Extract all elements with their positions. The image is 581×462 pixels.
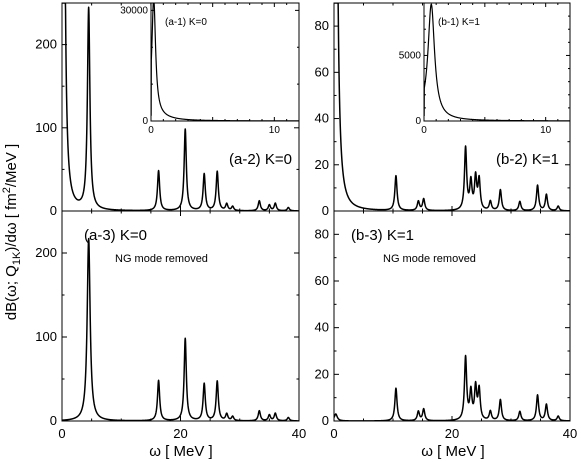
y-tick-label-b-2: 0 [322, 203, 329, 218]
x-tick-label-b-1: 10 [540, 125, 552, 136]
x-tick-label-a-3: 40 [292, 426, 306, 441]
panel-a-3: 0 20 40 0 100 200 (a-3) K=0 NG mode removed [35, 210, 306, 441]
y-tick-label-b-2: 40 [315, 111, 329, 126]
y-tick-label-b-3: 0 [322, 413, 329, 428]
panel-label-b-2: (b-2) K=1 [496, 151, 559, 168]
panel-label-a-2: (a-2) K=0 [229, 151, 292, 168]
x-axis-title-left: ω [ MeV ] [149, 443, 212, 460]
x-tick-label-a-3: 20 [173, 426, 187, 441]
y-tick-label-a-2: 0 [50, 203, 57, 218]
y-tick-label-b-2: 80 [315, 18, 329, 33]
y-tick-label-a-3: 200 [35, 245, 57, 260]
y-tick-label-b-3: 80 [315, 226, 329, 241]
inset-background [424, 3, 570, 121]
x-axis-title-right: ω [ MeV ] [421, 443, 484, 460]
y-tick-label-b-3: 60 [315, 273, 329, 288]
y-tick-label-a-3: 0 [50, 413, 57, 428]
y-tick-label-a-1: 0 [142, 116, 148, 127]
panel-label-a-3: (a-3) K=0 [84, 227, 147, 244]
inset-background [151, 3, 299, 121]
x-tick-label-a-3: 0 [58, 426, 65, 441]
panel-label-a-1: (a-1) K=0 [165, 17, 207, 28]
inset-a-1: 0 10 0 30000 (a-1) K=0 [120, 2, 300, 136]
y-tick-label-b-2: 60 [315, 64, 329, 79]
y-tick-label-b-2: 20 [315, 157, 329, 172]
y-tick-label-b-1: 0 [415, 116, 421, 127]
note-a-3: NG mode removed [115, 253, 208, 265]
inset-b-1: 0 10 0 5000 (b-1) K=1 [399, 2, 571, 136]
panel-label-b-3: (b-3) K=1 [351, 227, 414, 244]
y-axis-title: dB(ω; Q1K)/dω [ fm2/MeV ] [1, 144, 23, 320]
x-tick-label-b-1: 0 [421, 125, 427, 136]
y-tick-label-a-1: 30000 [120, 5, 148, 16]
x-tick-label-a-1: 0 [148, 125, 154, 136]
series-line-a-2 [62, 3, 299, 211]
x-tick-label-b-3: 20 [445, 426, 459, 441]
x-tick-label-a-1: 10 [269, 125, 281, 136]
panel-label-b-1: (b-1) K=1 [438, 17, 480, 28]
y-tick-label-b-3: 20 [315, 366, 329, 381]
x-tick-label-b-3: 0 [330, 426, 337, 441]
series-line-b-3 [334, 354, 570, 421]
series-line-a-3 [62, 237, 299, 421]
y-tick-label-a-2: 100 [35, 120, 57, 135]
x-tick-label-b-3: 40 [563, 426, 577, 441]
panel-b-3: 0 20 40 0 20 40 60 80 (b-3) K=1 NG mode removed [315, 210, 577, 441]
y-tick-label-a-2: 200 [35, 37, 57, 52]
note-b-3: NG mode removed [383, 253, 476, 265]
y-tick-label-a-3: 100 [35, 329, 57, 344]
y-tick-label-b-1: 5000 [399, 50, 422, 61]
y-tick-label-b-3: 40 [315, 320, 329, 335]
